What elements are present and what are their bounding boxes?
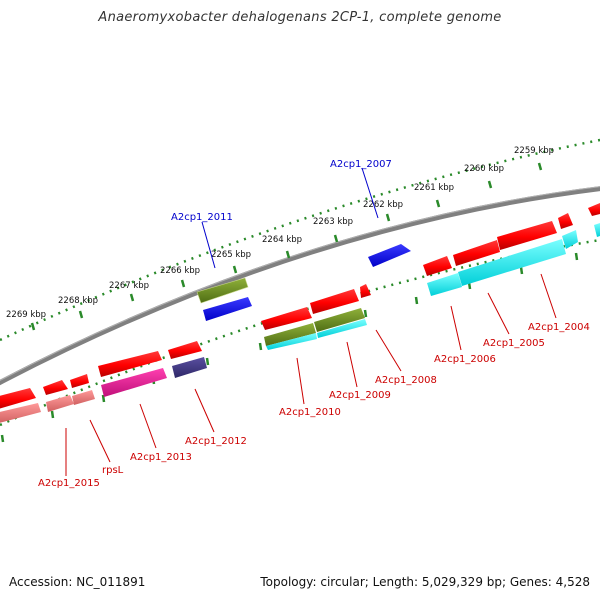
gene-label-rpsL[interactable]: rpsL <box>102 465 124 476</box>
gene-arrow-a2cp1-2012[interactable] <box>172 357 207 378</box>
reverse-genes <box>0 203 600 424</box>
gene-arrow[interactable] <box>0 403 41 424</box>
gene-arrow-a2cp1-2009[interactable] <box>314 308 365 332</box>
leader-line <box>89 419 111 463</box>
genome-backbone <box>0 186 600 386</box>
major-tick <box>519 266 524 275</box>
gene-label-a2cp1-2013[interactable]: A2cp1_2013 <box>130 452 192 463</box>
major-tick <box>205 357 210 366</box>
major-tick <box>537 162 543 171</box>
gene-arrow-a2cp1-2015[interactable] <box>46 395 74 412</box>
gene-arrow[interactable] <box>261 307 312 330</box>
accession-text: Accession: NC_011891 <box>9 575 146 589</box>
gene-label-a2cp1-2011[interactable]: A2cp1_2011 <box>171 212 233 223</box>
gene-arrow[interactable] <box>310 289 359 314</box>
gene-arrow[interactable] <box>168 341 202 359</box>
tick-label: 2259 kbp <box>514 146 554 156</box>
gene-arrow-a2cp1-2011-olive[interactable] <box>196 277 249 304</box>
genome-summary-text: Topology: circular; Length: 5,029,329 bp… <box>260 575 590 589</box>
major-tick <box>435 199 441 208</box>
gene-label-a2cp1-2009[interactable]: A2cp1_2009 <box>329 390 391 401</box>
gene-label-a2cp1-2015[interactable]: A2cp1_2015 <box>38 478 100 489</box>
gene-label-a2cp1-2008[interactable]: A2cp1_2008 <box>375 375 437 386</box>
gene-arrow-a2cp1-2010[interactable] <box>264 323 316 346</box>
major-tick <box>333 234 339 243</box>
leader-line <box>201 221 216 269</box>
gene-label-a2cp1-2006[interactable]: A2cp1_2006 <box>434 354 496 365</box>
gene-arrow[interactable] <box>558 213 573 229</box>
leader-line <box>361 167 379 219</box>
gene-arrow[interactable] <box>70 374 89 388</box>
leader-line <box>296 357 305 405</box>
gene-arrow-a2cp1-2006[interactable] <box>427 273 462 296</box>
gene-arrow[interactable] <box>0 388 36 410</box>
leader-line <box>194 388 215 433</box>
leader-line <box>450 305 462 351</box>
gene-label-a2cp1-2012[interactable]: A2cp1_2012 <box>185 436 247 447</box>
gene-arrow-a2cp1-2013[interactable] <box>101 368 167 397</box>
gene-arrow-a2cp1-2004[interactable] <box>562 230 578 249</box>
leader-line <box>346 341 358 388</box>
tick-label: 2266 kbp <box>160 266 200 276</box>
tick-label: 2260 kbp <box>464 164 504 174</box>
gene-arrow-a2cp1-2008[interactable] <box>317 319 367 338</box>
major-tick <box>414 296 419 305</box>
major-tick <box>101 394 106 403</box>
tick-label: 2265 kbp <box>211 250 251 260</box>
major-tick <box>385 213 391 222</box>
major-tick <box>50 410 55 419</box>
gene-arrow[interactable] <box>588 203 600 216</box>
gene-label-a2cp1-2004[interactable]: A2cp1_2004 <box>528 322 590 333</box>
tick-label: 2269 kbp <box>6 310 46 320</box>
genome-title: Anaeromyxobacter dehalogenans 2CP-1, com… <box>98 10 502 25</box>
gene-arrow-a2cp1-2007[interactable] <box>368 244 411 267</box>
gene-arrow-rpsL[interactable] <box>72 390 95 405</box>
tick-label: 2264 kbp <box>262 235 302 245</box>
genome-backbone-highlight <box>0 186 600 381</box>
gene-label-a2cp1-2007[interactable]: A2cp1_2007 <box>330 159 392 170</box>
gene-label-a2cp1-2005[interactable]: A2cp1_2005 <box>483 338 545 349</box>
gene-arrow[interactable] <box>497 221 557 250</box>
major-tick <box>0 434 5 443</box>
leader-line <box>487 292 510 335</box>
leader-line <box>139 403 157 449</box>
major-tick <box>258 342 263 351</box>
gene-arrow[interactable] <box>594 223 600 237</box>
gene-arrow[interactable] <box>98 351 162 377</box>
major-tick <box>285 250 291 259</box>
major-tick <box>232 265 238 274</box>
major-tick <box>129 293 135 302</box>
gene-arrow[interactable] <box>453 240 500 266</box>
gene-arrow-a2cp1-2011[interactable] <box>203 297 252 321</box>
major-tick <box>78 310 84 319</box>
tick-label: 2263 kbp <box>313 217 353 227</box>
gene-arrow-a2cp1-2005[interactable] <box>458 239 566 286</box>
major-tick <box>180 279 186 288</box>
major-tick <box>363 309 368 318</box>
outer-scale-ticks <box>30 162 543 331</box>
major-tick <box>487 180 493 189</box>
tick-label: 2262 kbp <box>363 200 403 210</box>
leader-line <box>375 329 402 372</box>
tick-label: 2268 kbp <box>58 296 98 306</box>
gene-label-a2cp1-2010[interactable]: A2cp1_2010 <box>279 407 341 418</box>
major-tick <box>30 322 36 331</box>
gene-arrow[interactable] <box>266 333 317 350</box>
gene-arrow[interactable] <box>360 284 371 298</box>
major-tick <box>574 252 579 261</box>
tick-label: 2267 kbp <box>109 281 149 291</box>
leader-line <box>540 273 557 319</box>
gene-arrow[interactable] <box>43 380 68 395</box>
tick-label: 2261 kbp <box>414 183 454 193</box>
gene-arrow[interactable] <box>423 256 452 276</box>
